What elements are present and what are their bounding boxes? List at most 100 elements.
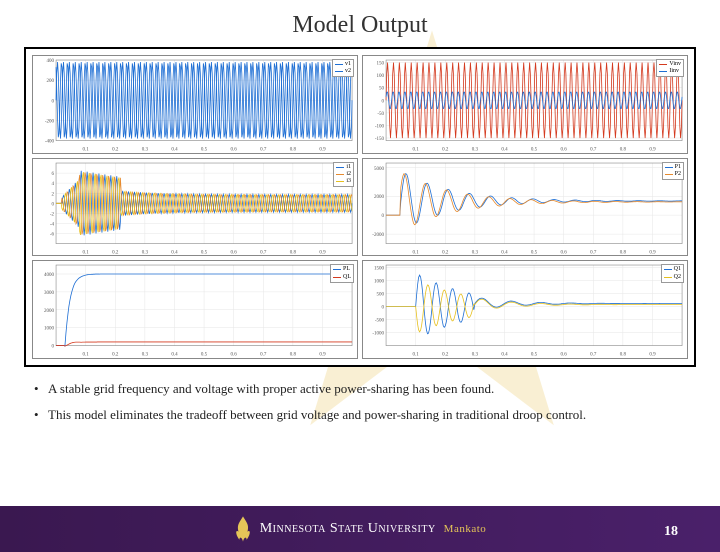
svg-text:0.6: 0.6	[561, 250, 568, 255]
svg-text:0.9: 0.9	[649, 250, 656, 255]
svg-text:-400: -400	[45, 140, 55, 145]
svg-text:0.2: 0.2	[442, 148, 449, 153]
slide-title: Model Output	[0, 12, 720, 39]
svg-text:0.2: 0.2	[442, 250, 449, 255]
svg-text:0.1: 0.1	[413, 353, 420, 358]
svg-text:0.1: 0.1	[412, 250, 419, 255]
svg-text:0.9: 0.9	[649, 148, 656, 153]
university-name: Minnesota State University	[260, 521, 436, 536]
svg-text:0.9: 0.9	[649, 353, 656, 358]
svg-text:0: 0	[52, 202, 55, 207]
svg-text:0.5: 0.5	[531, 250, 538, 255]
svg-text:0.1: 0.1	[83, 148, 90, 153]
subplot-right-top: -150 -100 -50 0 50 100 150 0.1 0.2 0.3 0.4 0.5 0.6 0.…	[362, 55, 688, 154]
svg-text:0.8: 0.8	[620, 148, 627, 153]
svg-text:0.3: 0.3	[142, 353, 149, 358]
svg-text:-2000: -2000	[372, 233, 384, 238]
footer-bar: Minnesota State University Mankato	[0, 506, 720, 552]
university-logo: Minnesota State University Mankato	[234, 515, 487, 543]
flame-icon	[234, 515, 252, 543]
svg-text:0.5: 0.5	[201, 250, 208, 255]
svg-text:-150: -150	[375, 137, 385, 142]
svg-text:0: 0	[52, 345, 55, 350]
svg-text:0.8: 0.8	[290, 250, 297, 255]
subplot-right-bot: -1000 -500 0 500 1000 1500 0.1 0.2 0.3 0.4 0.5 0.6 0…	[362, 260, 688, 359]
subplot-right-mid: -20000200050000.10.20.30.40.50.60.70.80.…	[362, 158, 688, 257]
svg-text:0.6: 0.6	[231, 353, 238, 358]
svg-text:0.2: 0.2	[112, 353, 119, 358]
svg-text:1500: 1500	[374, 267, 385, 272]
subplot-left-top: -400-20002004000.10.20.30.40.50.60.70.80…	[32, 55, 358, 154]
svg-text:4: 4	[52, 182, 55, 187]
svg-text:0.6: 0.6	[231, 250, 238, 255]
svg-text:2: 2	[52, 192, 55, 197]
svg-text:0.4: 0.4	[171, 148, 178, 153]
svg-text:50: 50	[379, 87, 385, 92]
svg-text:3000: 3000	[44, 291, 55, 296]
svg-text:0: 0	[52, 99, 55, 104]
svg-text:100: 100	[377, 74, 385, 79]
svg-text:0.9: 0.9	[319, 250, 326, 255]
svg-text:0.2: 0.2	[442, 353, 449, 358]
svg-text:0.8: 0.8	[290, 148, 297, 153]
svg-text:0.4: 0.4	[171, 250, 178, 255]
svg-text:2000: 2000	[374, 195, 385, 200]
svg-text:0.4: 0.4	[501, 148, 508, 153]
figure-frame: -400-20002004000.10.20.30.40.50.60.70.80…	[24, 47, 696, 367]
svg-text:150: 150	[377, 62, 385, 67]
svg-text:0: 0	[382, 99, 385, 104]
svg-text:0.7: 0.7	[260, 250, 267, 255]
svg-text:2000: 2000	[44, 309, 55, 314]
svg-text:0.3: 0.3	[142, 250, 149, 255]
svg-text:0.7: 0.7	[590, 148, 597, 153]
svg-text:-4: -4	[50, 222, 55, 227]
svg-text:0.6: 0.6	[561, 148, 568, 153]
svg-text:0: 0	[382, 214, 385, 219]
svg-text:0.7: 0.7	[590, 250, 597, 255]
svg-text:4000: 4000	[44, 273, 55, 278]
svg-text:0.4: 0.4	[501, 250, 508, 255]
svg-text:0.1: 0.1	[413, 148, 420, 153]
svg-text:0.1: 0.1	[83, 353, 90, 358]
svg-text:0.6: 0.6	[561, 353, 568, 358]
svg-text:-6: -6	[50, 232, 55, 237]
svg-text:0.5: 0.5	[201, 353, 208, 358]
svg-text:-2: -2	[50, 212, 55, 217]
svg-text:0.5: 0.5	[531, 353, 538, 358]
svg-text:0.4: 0.4	[501, 353, 508, 358]
svg-text:0.3: 0.3	[472, 148, 479, 153]
svg-text:-1000: -1000	[372, 332, 384, 337]
subplot-left-mid: -6-4-202460.10.20.30.40.50.60.70.80.9i1i…	[32, 158, 358, 257]
svg-text:0.5: 0.5	[531, 148, 538, 153]
bullet-item: A stable grid frequency and voltage with…	[34, 381, 686, 397]
svg-text:500: 500	[377, 293, 385, 298]
bullet-list: A stable grid frequency and voltage with…	[34, 381, 686, 423]
svg-text:0.1: 0.1	[82, 250, 89, 255]
svg-text:1000: 1000	[374, 280, 385, 285]
svg-text:1000: 1000	[44, 327, 55, 332]
subplot-left-bot: 010002000300040000.10.20.30.40.50.60.70.…	[32, 260, 358, 359]
svg-text:5000: 5000	[374, 166, 385, 171]
svg-text:0.8: 0.8	[620, 353, 627, 358]
svg-text:0.3: 0.3	[142, 148, 149, 153]
svg-text:0.4: 0.4	[171, 353, 178, 358]
svg-text:6: 6	[52, 172, 55, 177]
svg-text:0.3: 0.3	[472, 250, 479, 255]
page-number: 18	[664, 524, 678, 540]
svg-text:0: 0	[382, 306, 385, 311]
svg-text:0.5: 0.5	[201, 148, 208, 153]
svg-text:-100: -100	[375, 124, 385, 129]
svg-text:0.3: 0.3	[472, 353, 479, 358]
svg-text:-500: -500	[375, 319, 385, 324]
bullet-item: This model eliminates the tradeoff betwe…	[34, 407, 686, 423]
svg-text:-50: -50	[377, 112, 384, 117]
svg-text:0.2: 0.2	[112, 148, 119, 153]
svg-text:0.7: 0.7	[260, 148, 267, 153]
svg-text:200: 200	[47, 79, 55, 84]
svg-text:0.7: 0.7	[260, 353, 267, 358]
svg-text:0.6: 0.6	[231, 148, 238, 153]
campus-name: Mankato	[444, 523, 487, 535]
svg-text:-200: -200	[45, 119, 55, 124]
svg-text:400: 400	[47, 59, 55, 64]
svg-text:0.7: 0.7	[590, 353, 597, 358]
